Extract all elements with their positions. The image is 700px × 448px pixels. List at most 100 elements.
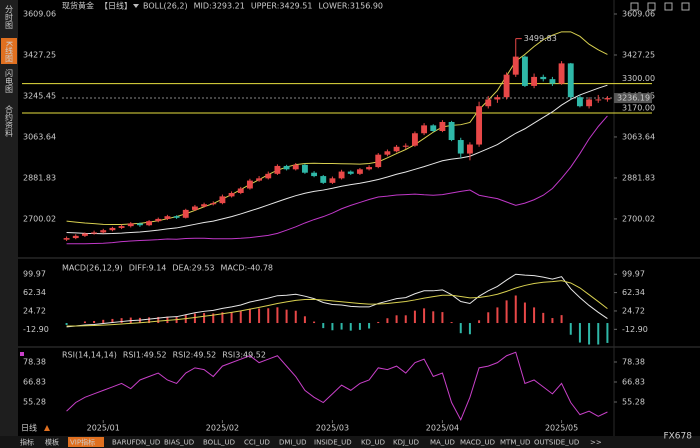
macd-bar bbox=[248, 308, 251, 324]
macd-bar bbox=[166, 316, 169, 324]
candle-body bbox=[155, 218, 162, 222]
candle-body bbox=[109, 227, 116, 231]
x-tick-label: 2025/04 bbox=[426, 424, 459, 433]
macd-bar bbox=[120, 318, 123, 324]
macd-bar bbox=[93, 320, 96, 324]
candle-body bbox=[503, 74, 510, 98]
toolbar-item[interactable]: 模板 bbox=[45, 438, 59, 447]
toolbar-item[interactable]: MTM_UD bbox=[500, 439, 530, 447]
toolbar-item[interactable]: DMI_UD bbox=[279, 439, 307, 447]
legend-entry: RSI(14,14,14) bbox=[62, 351, 117, 360]
macd-bar bbox=[83, 321, 86, 324]
candle-body bbox=[63, 238, 70, 240]
dropdown-icon[interactable] bbox=[133, 4, 139, 8]
toolbar-item[interactable]: OUTSIDE_UD bbox=[534, 439, 579, 447]
candle-body bbox=[595, 99, 602, 101]
toolbar-item[interactable]: VIP指标 bbox=[70, 438, 95, 447]
y-tick-label: 2881.83 bbox=[23, 173, 56, 182]
last-price-tag bbox=[614, 93, 652, 104]
macd-bar bbox=[450, 322, 453, 324]
candle-body bbox=[283, 165, 290, 170]
candle-body bbox=[136, 223, 143, 226]
toolbar-item[interactable]: MACD_UD bbox=[460, 439, 495, 447]
macd-bar bbox=[358, 323, 361, 330]
candle-body bbox=[237, 188, 244, 193]
macd-bar bbox=[331, 323, 334, 331]
toolbar bbox=[0, 436, 700, 448]
macd-bar bbox=[542, 312, 545, 324]
sidebar-tab[interactable]: 闪电图 bbox=[5, 69, 14, 94]
sidebar bbox=[0, 0, 18, 436]
toolbar-item[interactable]: BOLL_UD bbox=[203, 439, 235, 447]
macd-bar bbox=[221, 312, 224, 324]
toolbar-item[interactable]: >> bbox=[590, 439, 602, 447]
y-tick-label: 62.34 bbox=[23, 288, 46, 297]
macd-bar bbox=[276, 307, 279, 324]
candle-body bbox=[81, 233, 88, 236]
macd-bar bbox=[193, 313, 196, 324]
legend-entry: 现货黄金 bbox=[62, 1, 94, 11]
sidebar-tab-active bbox=[1, 38, 17, 64]
sidebar-tab[interactable]: 分时图 bbox=[5, 5, 14, 30]
toolbar-item[interactable]: BARUFDN_UD bbox=[112, 439, 160, 447]
icon[interactable] bbox=[647, 2, 656, 11]
candle-body bbox=[540, 76, 547, 80]
legend-entry: BOLL(26,2) bbox=[143, 2, 188, 11]
macd-bar bbox=[606, 323, 609, 343]
candle-body bbox=[393, 146, 400, 152]
toolbar-item[interactable]: BIAS_UD bbox=[164, 439, 194, 447]
candle-body bbox=[311, 172, 318, 177]
x-tick-label: 2025/05 bbox=[545, 424, 578, 433]
toolbar-item[interactable]: INSIDE_UD bbox=[314, 439, 352, 447]
sidebar-tab[interactable]: 合约资料 bbox=[5, 104, 14, 138]
period-label: 日线 bbox=[21, 423, 37, 433]
icon[interactable] bbox=[664, 2, 673, 11]
macd-bar bbox=[267, 308, 270, 324]
candle-body bbox=[301, 164, 308, 173]
candle-body bbox=[228, 192, 235, 197]
legend-entry: RSI2:49.52 bbox=[173, 351, 217, 360]
macd-bar bbox=[496, 307, 499, 324]
macd-bar bbox=[294, 310, 297, 324]
toolbar-item[interactable]: CCI_UD bbox=[244, 439, 270, 447]
macd-bar bbox=[478, 320, 481, 324]
boll-line bbox=[66, 84, 608, 235]
macd-bar bbox=[386, 318, 389, 324]
candle-body bbox=[356, 169, 363, 174]
macd-bar bbox=[487, 312, 490, 324]
macd-bar bbox=[533, 307, 536, 324]
y-tick-label: 78.38 bbox=[23, 357, 46, 366]
macd-bar bbox=[368, 323, 371, 329]
y-tick-label: 66.83 bbox=[622, 378, 645, 387]
y-tick-label: -12.90 bbox=[23, 325, 49, 334]
icon[interactable] bbox=[630, 2, 639, 11]
legend-entry: MACD:-40.78 bbox=[221, 264, 273, 273]
macd-bar bbox=[588, 323, 591, 345]
sidebar-tab[interactable]: K线图 bbox=[5, 41, 14, 63]
panel-marker bbox=[20, 352, 24, 356]
y-tick-label: 24.72 bbox=[23, 306, 46, 315]
macd-line bbox=[66, 273, 608, 328]
candle-body bbox=[219, 196, 226, 204]
macd-bar bbox=[212, 313, 215, 324]
candle-body bbox=[320, 176, 327, 183]
toolbar-item[interactable]: 指标 bbox=[20, 438, 34, 447]
y-tick-label: 66.83 bbox=[23, 378, 46, 387]
candle-body bbox=[265, 173, 272, 179]
y-tick-label: 3063.64 bbox=[622, 132, 655, 141]
candle-body bbox=[182, 209, 189, 218]
y-tick-label: 3427.25 bbox=[23, 50, 56, 59]
icon[interactable] bbox=[681, 2, 690, 11]
candle-body bbox=[118, 226, 125, 228]
candle-body bbox=[485, 99, 492, 107]
macd-bar bbox=[514, 295, 517, 324]
toolbar-item[interactable]: KDJ_UD bbox=[393, 439, 419, 447]
y-tick-label: 3609.06 bbox=[622, 10, 655, 19]
toolbar-item[interactable]: KD_UD bbox=[361, 439, 385, 447]
y-tick-label: 2700.02 bbox=[622, 214, 655, 223]
candle-body bbox=[338, 171, 345, 179]
macd-bar bbox=[404, 315, 407, 324]
toolbar-item[interactable]: MA_UD bbox=[430, 439, 455, 447]
x-tick-label: 2025/03 bbox=[316, 424, 349, 433]
y-tick-label: 78.38 bbox=[622, 357, 645, 366]
